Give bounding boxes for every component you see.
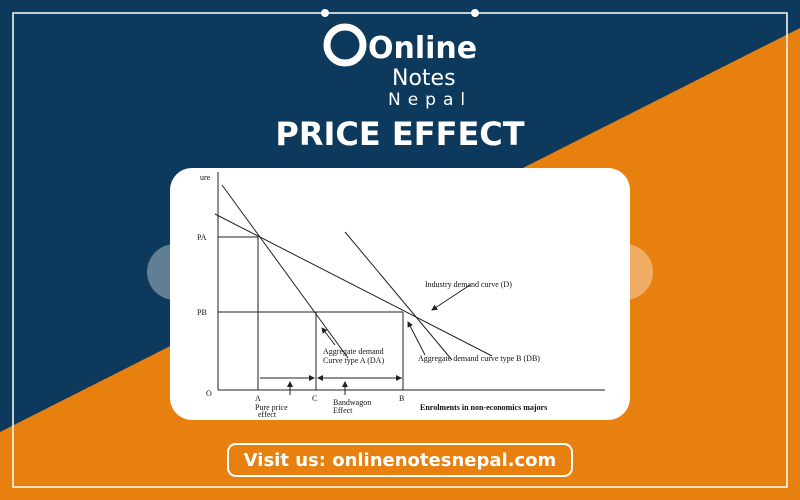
point-label: B (399, 394, 404, 403)
arrow (431, 284, 471, 311)
point-label: A (255, 394, 261, 403)
point-label: C (312, 394, 317, 403)
curve-label: Curve type A (DA) (323, 356, 384, 365)
effect-label: Effect (333, 406, 353, 415)
industry-curve (214, 213, 493, 357)
footer-link: Visit us: onlinenotesnepal.com (244, 450, 557, 471)
curve-label: Aggregate demand (323, 347, 384, 356)
arrow (321, 327, 336, 346)
x-axis-label: Enrolments in non-economics majors (420, 403, 547, 412)
effect-label: effect (258, 410, 277, 419)
frame (12, 12, 788, 488)
brand-line2: Notes (392, 66, 456, 91)
origin-label: O (206, 389, 212, 398)
effect-label: Bandwagon (333, 398, 371, 407)
effect-label: Pure price (255, 403, 288, 412)
curve-label: Industry demand curve (D) (425, 280, 512, 289)
logo-mark (323, 23, 367, 67)
logo: Online Notes Nepal (323, 23, 477, 110)
brand-line3: Nepal (388, 90, 472, 110)
frame-dot (471, 9, 479, 17)
footer-box (227, 443, 573, 477)
price-label: PB (197, 308, 207, 317)
brand-line1: Online (368, 31, 477, 66)
curve-b (344, 231, 453, 361)
curve-label: Aggregate demand curve type B (DB) (418, 354, 540, 363)
page-title: PRICE EFFECT (275, 115, 524, 153)
arrow (407, 321, 426, 356)
diagram: ure O PA PB A C B Industry demand curve … (197, 172, 605, 419)
price-label: PA (197, 233, 207, 242)
y-axis-label: ure (200, 173, 211, 182)
diagram-card (170, 168, 630, 420)
frame-dot (321, 9, 329, 17)
